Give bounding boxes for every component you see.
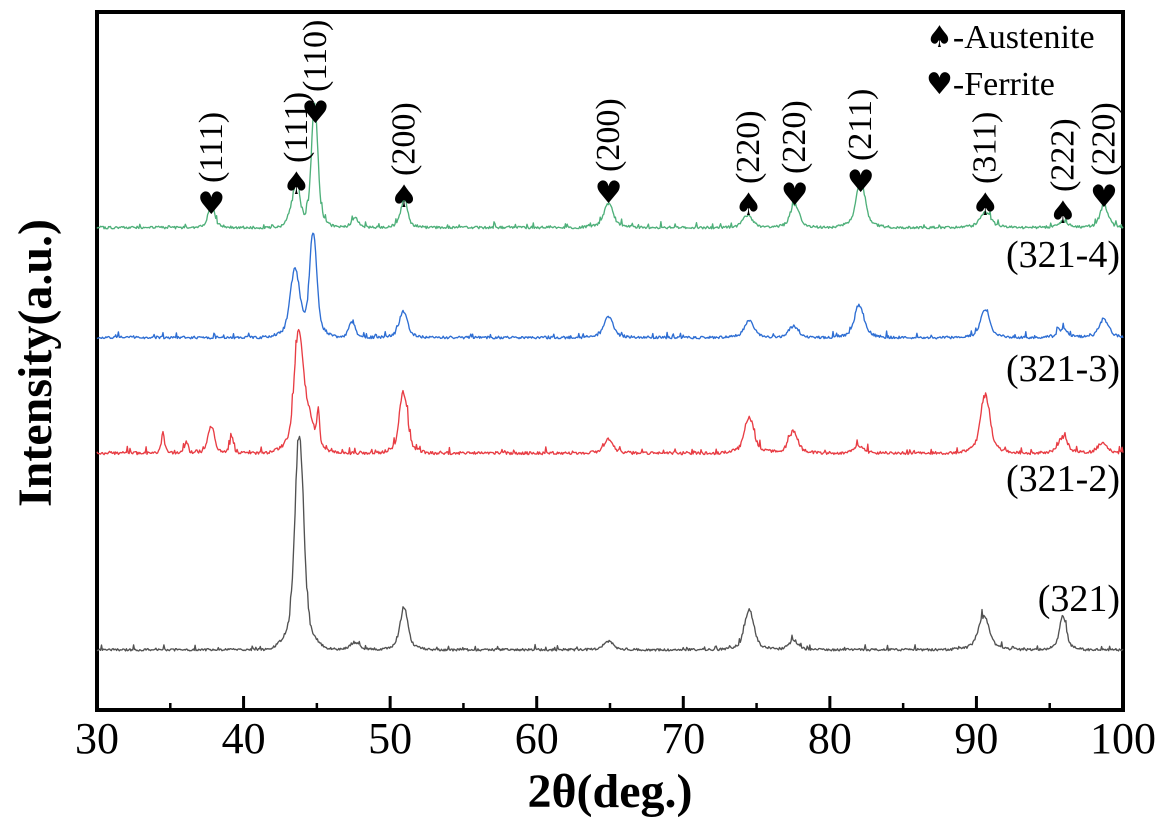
legend-label-ferrite: -Ferrite — [952, 65, 1055, 103]
heart-icon: ♥ — [1090, 179, 1118, 215]
legend-item-austenite: ♠ -Austenite — [926, 14, 1095, 61]
x-tick-label: 100 — [1090, 714, 1156, 763]
legend-item-ferrite: ♥ -Ferrite — [926, 61, 1095, 108]
peak-label-7: (220) — [776, 100, 813, 174]
x-tick-label: 70 — [661, 714, 705, 763]
peak-label-1: (111) — [193, 112, 230, 183]
series-label-321: (321) — [1037, 578, 1120, 620]
peak-label-10: (222) — [1044, 118, 1081, 192]
spade-icon: ♠ — [282, 166, 310, 202]
x-tick-label: 90 — [954, 714, 998, 763]
spade-icon: ♠ — [735, 187, 763, 223]
y-axis-title: Intensity(a.u.) — [9, 218, 62, 508]
xrd-curve-321-2 — [96, 328, 1124, 456]
heart-icon: ♥ — [595, 175, 623, 211]
peak-label-5: (200) — [590, 98, 627, 172]
spade-icon: ♠ — [926, 19, 953, 55]
x-tick-label: 30 — [75, 714, 119, 763]
x-axis-title: 2θ(deg.) — [527, 765, 693, 818]
spade-icon: ♠ — [971, 187, 999, 223]
xrd-curve-321-4 — [96, 102, 1124, 230]
heart-icon: ♥ — [197, 186, 225, 222]
peak-label-9: (311) — [967, 112, 1004, 184]
peak-label-11: (220) — [1085, 102, 1122, 176]
heart-icon: ♥ — [926, 66, 953, 102]
heart-icon: ♥ — [781, 177, 809, 213]
legend: ♠ -Austenite ♥ -Ferrite — [926, 14, 1095, 108]
peak-label-6: (220) — [730, 110, 767, 184]
peak-label-3: (110) — [297, 20, 334, 92]
x-tick-label: 60 — [515, 714, 559, 763]
heart-icon: ♥ — [301, 95, 329, 131]
x-tick-label: 40 — [222, 714, 266, 763]
peak-label-8: (211) — [842, 89, 879, 161]
series-label-321-2: (321-2) — [1006, 458, 1120, 500]
series-label-321-4: (321-4) — [1006, 234, 1120, 276]
peak-label-4: (200) — [386, 102, 423, 176]
heart-icon: ♥ — [847, 164, 875, 200]
legend-label-austenite: -Austenite — [952, 18, 1095, 56]
x-tick-label: 80 — [808, 714, 852, 763]
spade-icon: ♠ — [390, 179, 418, 215]
series-label-321-3: (321-3) — [1006, 348, 1120, 390]
x-tick-label: 50 — [368, 714, 412, 763]
spade-icon: ♠ — [1049, 195, 1077, 231]
xrd-curve-321 — [96, 435, 1124, 652]
peak-label-2: (111) — [278, 92, 315, 163]
xrd-curve-321-3 — [96, 232, 1124, 340]
